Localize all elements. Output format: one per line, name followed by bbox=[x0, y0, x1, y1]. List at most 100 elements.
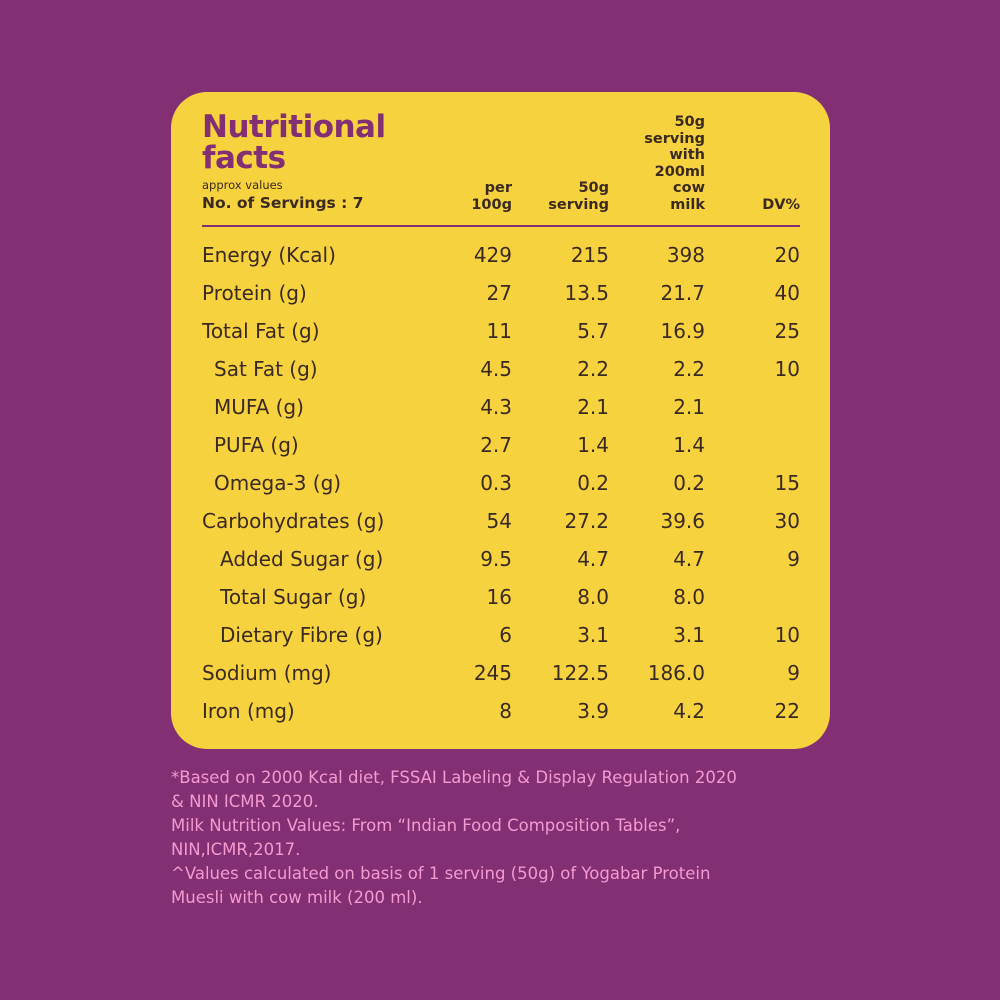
value-per-100g: 54 bbox=[486, 509, 512, 533]
value-per-serving: 5.7 bbox=[577, 319, 609, 343]
value-per-100g: 2.7 bbox=[480, 433, 512, 457]
value-with-milk: 186.0 bbox=[647, 661, 705, 685]
nutrient-label: Dietary Fibre (g) bbox=[220, 623, 383, 647]
header-divider bbox=[202, 225, 800, 227]
value-dv: 22 bbox=[774, 699, 800, 723]
column-header-with-milk: 50g serving with 200ml cow milk bbox=[644, 114, 705, 213]
nutrient-label: MUFA (g) bbox=[214, 395, 304, 419]
table-row: Energy (Kcal) 429 215 398 20 bbox=[202, 236, 800, 274]
nutrition-table: Energy (Kcal) 429 215 398 20 Protein (g) 27 13.… bbox=[202, 236, 800, 730]
value-with-milk: 2.1 bbox=[673, 395, 705, 419]
value-per-serving: 1.4 bbox=[577, 433, 609, 457]
nutrient-label: Sodium (mg) bbox=[202, 661, 332, 685]
value-dv: 10 bbox=[774, 623, 800, 647]
value-with-milk: 8.0 bbox=[673, 585, 705, 609]
value-per-100g: 27 bbox=[486, 281, 512, 305]
header-line: with bbox=[669, 147, 705, 163]
table-row: MUFA (g) 4.3 2.1 2.1 bbox=[202, 388, 800, 426]
table-row: Added Sugar (g) 9.5 4.7 4.7 9 bbox=[202, 540, 800, 578]
footnotes: *Based on 2000 Kcal diet, FSSAI Labeling… bbox=[171, 766, 851, 910]
nutrient-label: Energy (Kcal) bbox=[202, 243, 336, 267]
table-row: Omega-3 (g) 0.3 0.2 0.2 15 bbox=[202, 464, 800, 502]
table-row: Dietary Fibre (g) 6 3.1 3.1 10 bbox=[202, 616, 800, 654]
nutrient-label: PUFA (g) bbox=[214, 433, 299, 457]
footnote-line: NIN,ICMR,2017. bbox=[171, 840, 301, 859]
footnote-line: Milk Nutrition Values: From “Indian Food… bbox=[171, 816, 681, 835]
header-line: cow bbox=[673, 180, 705, 196]
nutrient-label: Added Sugar (g) bbox=[220, 547, 384, 571]
header-line: DV% bbox=[762, 196, 800, 213]
value-with-milk: 1.4 bbox=[673, 433, 705, 457]
value-dv: 20 bbox=[774, 243, 800, 267]
value-with-milk: 398 bbox=[666, 243, 705, 267]
value-per-100g: 8 bbox=[499, 699, 512, 723]
value-per-serving: 13.5 bbox=[564, 281, 609, 305]
nutrient-label: Carbohydrates (g) bbox=[202, 509, 385, 533]
value-with-milk: 16.9 bbox=[660, 319, 705, 343]
value-per-100g: 0.3 bbox=[480, 471, 512, 495]
header-line: 50g bbox=[674, 114, 705, 130]
header-line: 100g bbox=[471, 196, 512, 213]
nutrient-label: Total Fat (g) bbox=[202, 319, 320, 343]
value-per-100g: 429 bbox=[473, 243, 512, 267]
table-row: Total Fat (g) 11 5.7 16.9 25 bbox=[202, 312, 800, 350]
value-dv: 9 bbox=[787, 661, 800, 685]
value-per-serving: 4.7 bbox=[577, 547, 609, 571]
value-per-serving: 0.2 bbox=[577, 471, 609, 495]
value-with-milk: 21.7 bbox=[660, 281, 705, 305]
value-per-100g: 9.5 bbox=[480, 547, 512, 571]
header-line: 200ml bbox=[654, 163, 705, 180]
value-per-serving: 2.2 bbox=[577, 357, 609, 381]
value-per-100g: 11 bbox=[486, 319, 512, 343]
value-per-100g: 4.3 bbox=[480, 395, 512, 419]
value-dv: 15 bbox=[774, 471, 800, 495]
nutrient-label: Omega-3 (g) bbox=[214, 471, 342, 495]
header-line: milk bbox=[670, 196, 705, 213]
value-per-100g: 245 bbox=[473, 661, 512, 685]
value-dv: 10 bbox=[774, 357, 800, 381]
value-per-serving: 8.0 bbox=[577, 585, 609, 609]
value-per-100g: 6 bbox=[499, 623, 512, 647]
footnote-line: *Based on 2000 Kcal diet, FSSAI Labeling… bbox=[171, 768, 737, 787]
value-dv: 30 bbox=[774, 509, 800, 533]
table-row: Sat Fat (g) 4.5 2.2 2.2 10 bbox=[202, 350, 800, 388]
value-per-100g: 16 bbox=[486, 585, 512, 609]
value-per-serving: 2.1 bbox=[577, 395, 609, 419]
value-per-serving: 215 bbox=[570, 243, 609, 267]
table-row: Protein (g) 27 13.5 21.7 40 bbox=[202, 274, 800, 312]
servings-count: No. of Servings : 7 bbox=[202, 194, 364, 212]
value-with-milk: 4.2 bbox=[673, 699, 705, 723]
header-line: 50g bbox=[578, 180, 609, 196]
approx-values-label: approx values bbox=[202, 178, 283, 192]
value-with-milk: 4.7 bbox=[673, 547, 705, 571]
table-row: PUFA (g) 2.7 1.4 1.4 bbox=[202, 426, 800, 464]
value-with-milk: 3.1 bbox=[673, 623, 705, 647]
value-with-milk: 2.2 bbox=[673, 357, 705, 381]
nutrient-label: Total Sugar (g) bbox=[220, 585, 367, 609]
title-line-1: Nutritional bbox=[202, 109, 386, 145]
column-header-50g-serving: 50g serving bbox=[548, 180, 609, 213]
nutrition-card: Nutritional facts approx values No. of S… bbox=[171, 92, 830, 749]
table-row: Iron (mg) 8 3.9 4.2 22 bbox=[202, 692, 800, 730]
header-line: serving bbox=[548, 196, 609, 213]
value-per-serving: 27.2 bbox=[564, 509, 609, 533]
value-dv: 9 bbox=[787, 547, 800, 571]
table-row: Total Sugar (g) 16 8.0 8.0 bbox=[202, 578, 800, 616]
value-per-serving: 3.1 bbox=[577, 623, 609, 647]
column-header-dv: DV% bbox=[762, 197, 800, 214]
value-per-100g: 4.5 bbox=[480, 357, 512, 381]
nutrient-label: Protein (g) bbox=[202, 281, 307, 305]
nutrient-label: Iron (mg) bbox=[202, 699, 295, 723]
title-line-2: facts bbox=[202, 140, 286, 176]
table-row: Sodium (mg) 245 122.5 186.0 9 bbox=[202, 654, 800, 692]
column-header-per-100g: per 100g bbox=[471, 180, 512, 213]
table-row: Carbohydrates (g) 54 27.2 39.6 30 bbox=[202, 502, 800, 540]
header-line: serving bbox=[644, 130, 705, 147]
value-with-milk: 0.2 bbox=[673, 471, 705, 495]
nutrient-label: Sat Fat (g) bbox=[214, 357, 318, 381]
footnote-line: & NIN ICMR 2020. bbox=[171, 792, 319, 811]
page-title: Nutritional facts bbox=[202, 112, 386, 174]
value-dv: 25 bbox=[774, 319, 800, 343]
value-per-serving: 122.5 bbox=[551, 661, 609, 685]
value-with-milk: 39.6 bbox=[660, 509, 705, 533]
